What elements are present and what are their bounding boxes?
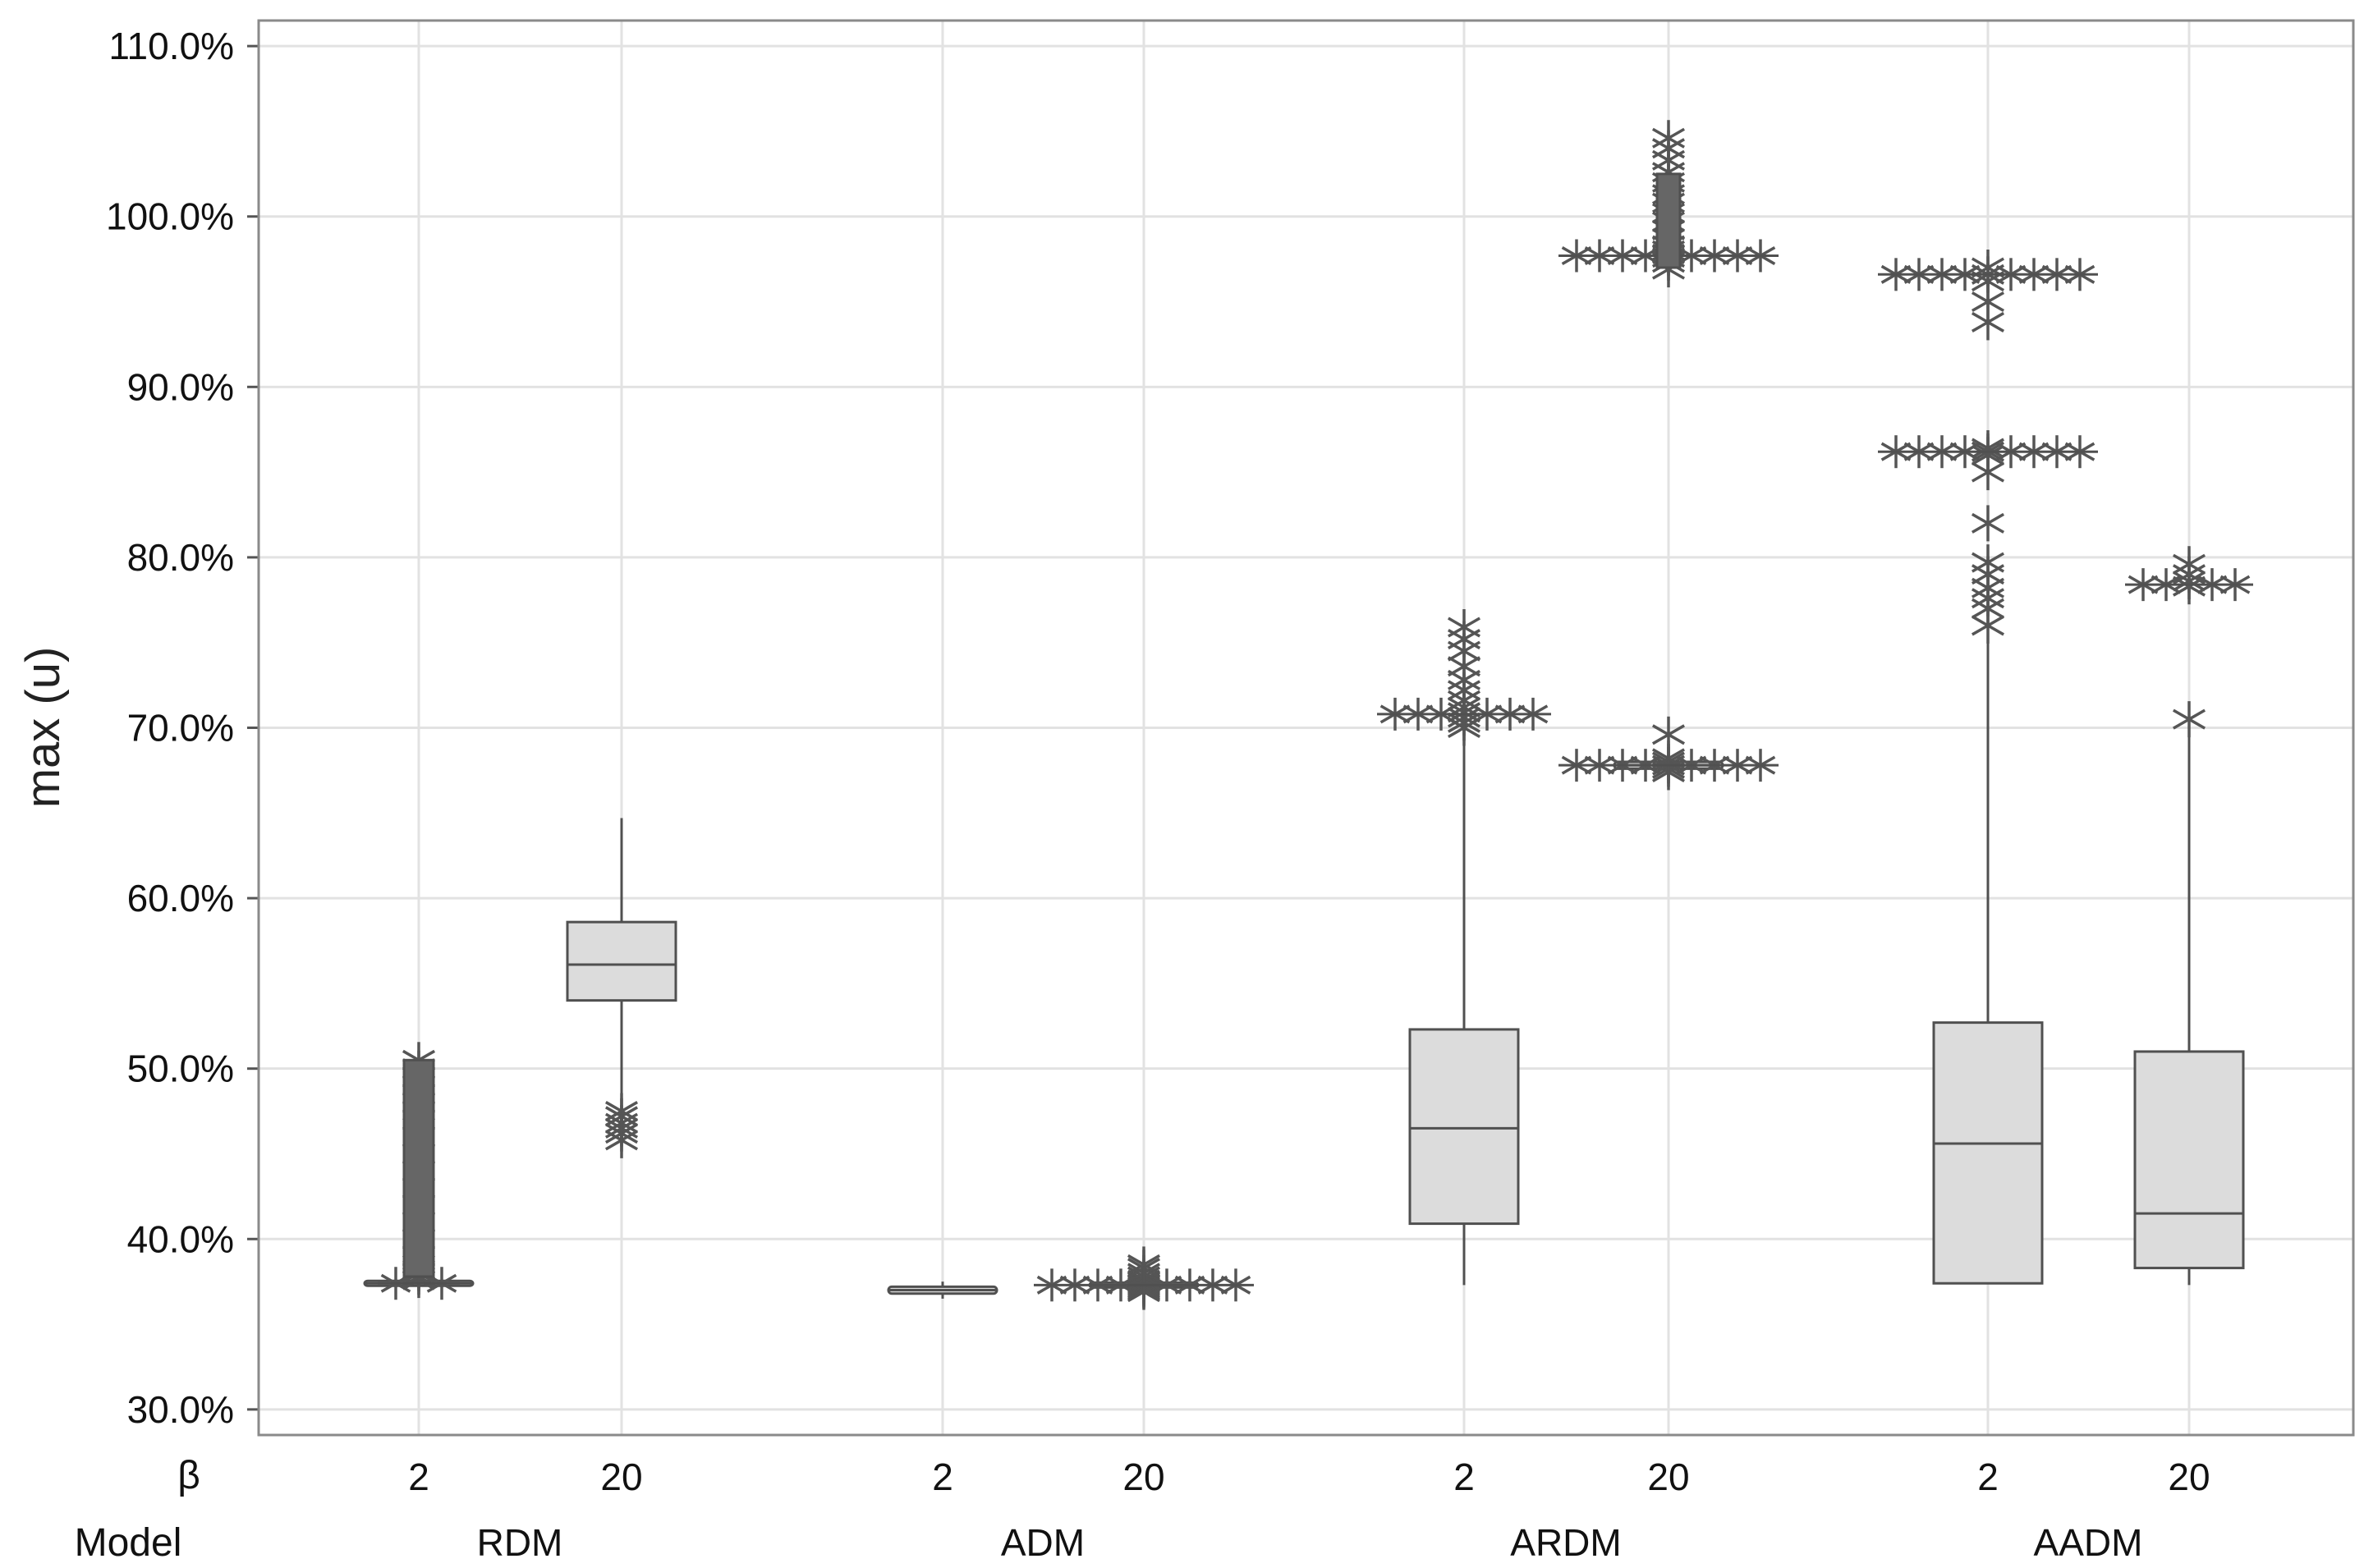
outlier-point xyxy=(604,1093,639,1130)
y-tick-label: 90.0% xyxy=(127,365,234,408)
model-row-label: Model xyxy=(75,1521,182,1565)
y-axis-title: max (u) xyxy=(16,647,70,809)
beta-category-label: 2 xyxy=(1977,1456,1999,1498)
outlier-point xyxy=(1651,120,1686,157)
box-group-ardm-beta-20 xyxy=(1558,120,1779,791)
outlier-point xyxy=(2172,701,2206,738)
model-category-label: ARDM xyxy=(1510,1521,1621,1564)
box-group-aadm-beta-2 xyxy=(1878,250,2098,1285)
model-category-label: AADM xyxy=(2034,1521,2143,1564)
beta-category-label: 20 xyxy=(600,1456,642,1498)
y-tick-label: 40.0% xyxy=(127,1217,234,1260)
beta-category-label: 20 xyxy=(1122,1456,1164,1498)
x-axis-categories: 2 20 2 20 2 20 2 20 RDM ADM ARDM AADM xyxy=(408,1456,2210,1564)
y-tick-label: 110.0% xyxy=(108,25,234,67)
beta-category-label: 20 xyxy=(2168,1456,2210,1498)
box-group-adm-beta-2 xyxy=(887,1281,998,1299)
outlier-column xyxy=(402,1058,435,1278)
beta-category-label: 2 xyxy=(1453,1456,1475,1498)
box-group-rdm-beta-20 xyxy=(566,818,677,1158)
y-tick-label: 70.0% xyxy=(127,707,234,750)
plot-frame xyxy=(257,19,2355,1437)
model-category-label: ADM xyxy=(1001,1521,1085,1564)
beta-row-label: β xyxy=(177,1454,200,1497)
y-tick-label: 30.0% xyxy=(127,1388,234,1431)
iqr-box xyxy=(2133,1050,2245,1270)
y-axis-ticks: 30.0% 40.0% 50.0% 60.0% 70.0% 80.0% 90.0% 100.0… xyxy=(106,25,259,1431)
outlier-point xyxy=(1971,430,2005,467)
box-group-ardm-beta-2 xyxy=(1377,609,1551,1286)
box-group-aadm-beta-20 xyxy=(2125,546,2253,1286)
iqr-box xyxy=(566,920,677,1002)
outlier-point xyxy=(1651,716,1686,753)
model-category-label: RDM xyxy=(477,1521,563,1564)
y-tick-label: 50.0% xyxy=(127,1048,234,1090)
outlier-point xyxy=(1447,609,1481,646)
y-tick-label: 100.0% xyxy=(106,195,234,238)
outlier-column xyxy=(1655,172,1682,269)
box-groups xyxy=(363,120,2253,1310)
outlier-point xyxy=(1971,544,2005,581)
outlier-point xyxy=(2172,546,2206,583)
beta-category-label: 20 xyxy=(1647,1456,1689,1498)
beta-category-label: 2 xyxy=(932,1456,953,1498)
outlier-point xyxy=(1127,1246,1161,1283)
beta-category-label: 2 xyxy=(408,1456,429,1498)
y-tick-label: 80.0% xyxy=(127,536,234,579)
iqr-box xyxy=(1932,1021,2044,1285)
iqr-box xyxy=(1408,1028,1520,1226)
box-group-rdm-beta-2 xyxy=(363,1042,475,1300)
outlier-point xyxy=(1971,505,2005,542)
box-group-adm-beta-20 xyxy=(1034,1246,1254,1310)
y-tick-label: 60.0% xyxy=(127,877,234,919)
